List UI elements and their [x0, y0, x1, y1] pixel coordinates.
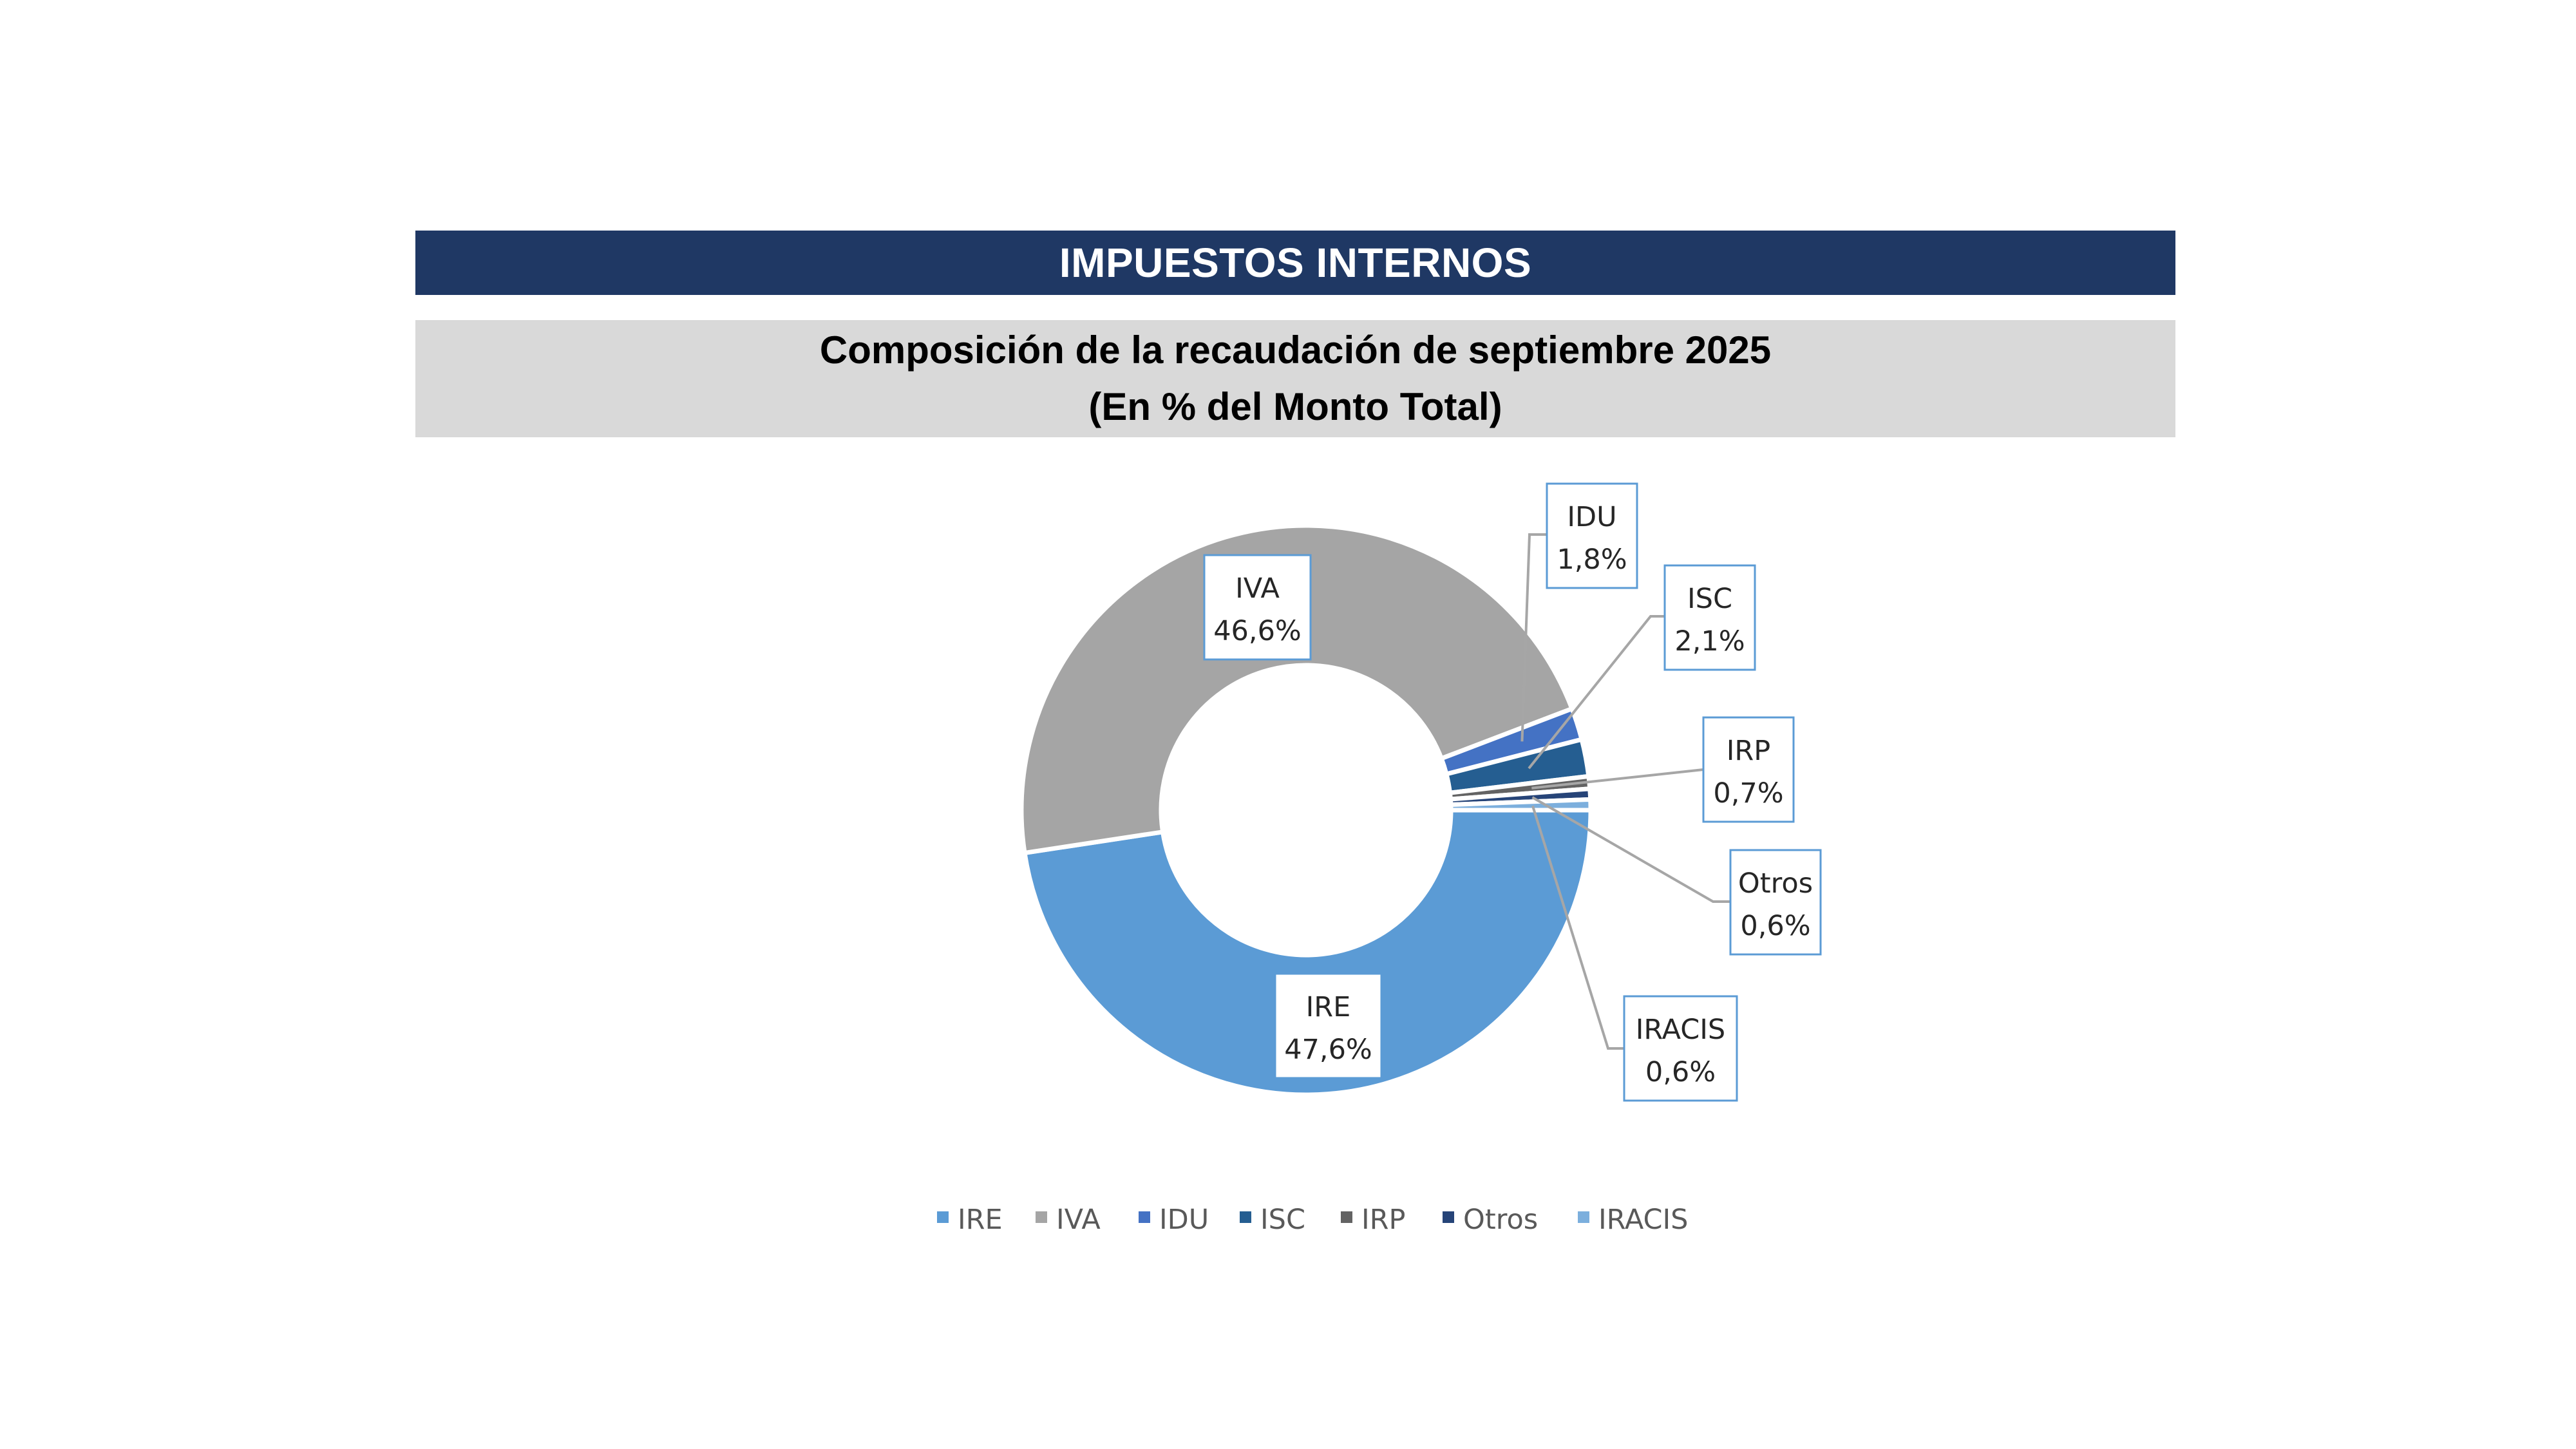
leader-line-idu — [1520, 533, 1547, 742]
data-label-value-ire: 47,6% — [1284, 1034, 1372, 1066]
data-label-name-irp: IRP — [1727, 735, 1771, 767]
header-title: IMPUESTOS INTERNOS — [1059, 240, 1532, 286]
data-label-box-isc — [1663, 564, 1756, 671]
leader-line-iracis — [1531, 805, 1624, 1050]
data-label-value-otros: 0,6% — [1740, 910, 1810, 942]
leader-line-isc — [1528, 615, 1665, 770]
slice-iracis — [1448, 797, 1593, 813]
data-label-value-iva: 46,6% — [1213, 615, 1302, 647]
chart-subtitle: (En % del Monto Total) — [1088, 385, 1502, 428]
leader-line-otros — [1531, 796, 1730, 903]
slice-iva — [1019, 523, 1575, 856]
slices-layer — [1019, 523, 1593, 1097]
data-label-name-otros: Otros — [1738, 867, 1813, 900]
data-label-name-ire: IRE — [1306, 991, 1351, 1023]
data-label-name-iva: IVA — [1235, 573, 1280, 605]
data-label-name-idu: IDU — [1567, 501, 1616, 533]
data-label-box-ire — [1274, 972, 1383, 1079]
legend-label-isc: ISC — [1260, 1204, 1305, 1236]
legend-swatch-isc — [1240, 1211, 1251, 1223]
legend-swatch-idu — [1139, 1211, 1150, 1223]
data-label-value-isc: 2,1% — [1674, 625, 1745, 658]
legend-swatch-iracis — [1578, 1211, 1589, 1223]
legend-label-otros: Otros — [1463, 1204, 1538, 1236]
data-label-box-iracis — [1623, 995, 1738, 1102]
data-label-name-isc: ISC — [1687, 583, 1732, 615]
leader-lines-layer — [1520, 533, 1730, 1050]
legend-label-iva: IVA — [1056, 1204, 1101, 1236]
data-label-box-idu — [1546, 482, 1638, 589]
subtitle-box: Composición de la recaudación de septiem… — [415, 320, 2175, 437]
data-labels-layer: IRE 47,6% IVA 46,6% IDU 1,8% ISC 2,1% IRP 0,7% Otr… — [1203, 482, 1822, 1102]
legend-label-ire: IRE — [958, 1204, 1003, 1236]
legend-swatch-iva — [1036, 1211, 1047, 1223]
data-label-box-iva — [1203, 554, 1312, 661]
legend-label-idu: IDU — [1159, 1204, 1209, 1236]
legend-swatch-irp — [1341, 1211, 1352, 1223]
legend-label-irp: IRP — [1361, 1204, 1406, 1236]
legend-label-iracis: IRACIS — [1598, 1204, 1688, 1236]
data-label-name-iracis: IRACIS — [1636, 1014, 1725, 1046]
legend-swatch-otros — [1443, 1211, 1454, 1223]
chart-title: Composición de la recaudación de septiem… — [819, 328, 1772, 372]
legend-swatch-ire — [937, 1211, 949, 1223]
legend: IRE IVA IDU ISC IRP Otros IRACIS — [937, 1204, 1688, 1236]
data-label-box-irp — [1702, 716, 1795, 823]
header-bar: IMPUESTOS INTERNOS — [415, 231, 2175, 295]
leader-line-irp — [1531, 768, 1704, 790]
slice-ire — [1022, 808, 1593, 1097]
data-label-box-otros — [1729, 849, 1822, 956]
data-label-value-irp: 0,7% — [1713, 777, 1783, 810]
data-label-value-idu: 1,8% — [1557, 544, 1627, 576]
data-label-value-iracis: 0,6% — [1645, 1056, 1716, 1088]
